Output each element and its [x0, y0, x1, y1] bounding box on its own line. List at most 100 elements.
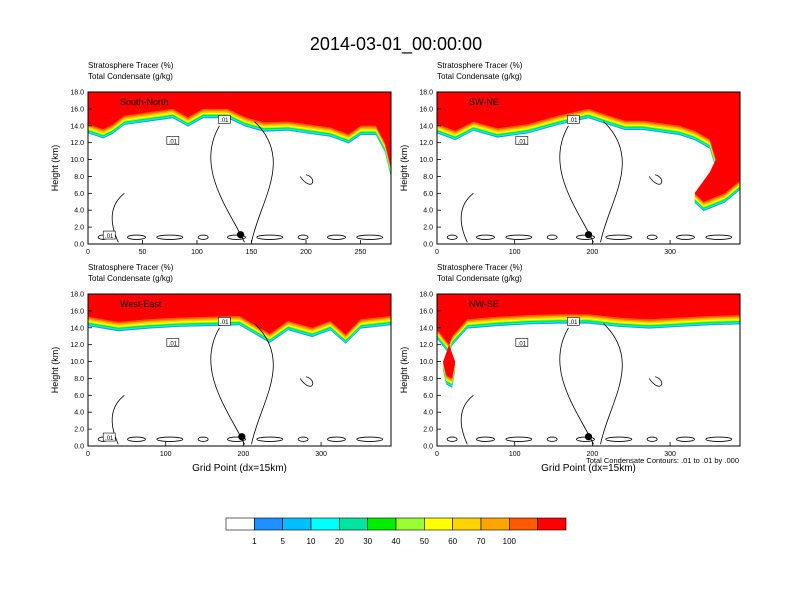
contour-blob — [676, 436, 695, 442]
y-tick-label: 8.0 — [74, 174, 84, 181]
contour-label: .01 — [515, 136, 529, 145]
x-tick-label: 100 — [191, 249, 203, 256]
y-tick-label: 4.0 — [74, 410, 84, 417]
x-tick-label: 200 — [238, 451, 250, 458]
contour-line — [648, 376, 663, 387]
contour-label-text: .01 — [569, 118, 578, 124]
tracer-field — [88, 92, 391, 178]
contour-label: .01 — [218, 115, 231, 124]
contour-label-box — [166, 136, 180, 145]
contour-label-text: .01 — [518, 139, 527, 145]
contour-label-text: .01 — [169, 341, 178, 347]
contour-label-text: .01 — [569, 320, 578, 326]
chart-panel-top-left: .01 .01 .01 0.0 2.0 4.0 6.0 8.0 10.0 12.0 14.0 16.0… — [50, 61, 392, 256]
contour-blob — [546, 234, 558, 240]
contour-label: .01 — [567, 317, 580, 326]
y-tick-label: 10.0 — [419, 157, 433, 164]
contour-label-text: .01 — [220, 118, 229, 124]
colorbar-swatch — [537, 517, 567, 531]
contour-line — [210, 327, 245, 445]
contour-line — [299, 174, 314, 185]
contour-blob — [546, 436, 558, 442]
x-tick-label: 300 — [664, 451, 676, 458]
cross-section-label: NW-SE — [469, 299, 499, 309]
contour-line — [111, 395, 125, 445]
chart-panel-top-right: .01 .01 0.0 2.0 4.0 6.0 8.0 10.0 12.0 14.0 16.0 18.… — [399, 61, 741, 256]
contour-line — [600, 323, 623, 445]
y-tick-label: 2.0 — [74, 427, 84, 434]
contour-blob — [197, 234, 209, 240]
colorbar-label: 70 — [477, 537, 486, 546]
y-tick-label: 14.0 — [419, 325, 433, 332]
condensate-contours — [97, 121, 384, 243]
location-marker — [584, 231, 593, 239]
contour-blob — [676, 234, 695, 240]
tracer-band — [88, 92, 391, 168]
y-tick-label: 12.0 — [70, 342, 84, 349]
y-tick-label: 8.0 — [423, 174, 433, 181]
colorbar-swatch — [395, 517, 425, 531]
y-tick-label: 10.0 — [70, 359, 84, 366]
colorbar-swatch — [254, 517, 283, 531]
contour-blob — [446, 436, 458, 442]
colorbar-label: 100 — [503, 537, 517, 546]
tracer-band — [88, 294, 391, 304]
panel-label-tracer: Stratosphere Tracer (%) — [88, 61, 174, 70]
tracer-field — [437, 294, 740, 388]
panel-label-tracer: Stratosphere Tracer (%) — [437, 61, 523, 70]
y-tick-label: 18.0 — [419, 292, 433, 299]
tracer-field — [88, 294, 391, 344]
x-tick-label: 100 — [509, 249, 521, 256]
y-tick-label: 6.0 — [74, 393, 84, 400]
location-marker — [238, 433, 246, 441]
cross-section-label: West-East — [120, 299, 162, 309]
cross-section-label: SW-NE — [469, 97, 499, 107]
colorbar-swatch — [424, 517, 453, 531]
colorbar: 1 5 10 20 30 40 50 60 70 100 — [225, 517, 567, 546]
x-tick-label: 150 — [246, 249, 258, 256]
contour-label: .01 — [567, 115, 580, 124]
x-tick-label: 50 — [139, 249, 147, 256]
y-axis-label: Height (km) — [399, 347, 409, 394]
plot-frame — [436, 91, 741, 245]
contour-label-text: .01 — [169, 139, 178, 145]
colorbar-label: 20 — [335, 537, 344, 546]
contour-label-text: .01 — [220, 320, 229, 326]
tracer-field — [437, 92, 740, 212]
y-tick-label: 16.0 — [70, 106, 84, 113]
y-tick-label: 10.0 — [419, 359, 433, 366]
contour-label-box — [567, 115, 580, 124]
x-tick-label: 200 — [300, 249, 312, 256]
contour-label-text: .01 — [105, 436, 114, 442]
colorbar-swatch — [339, 517, 368, 531]
contour-blob — [705, 234, 733, 240]
x-tick-label: 250 — [355, 249, 367, 256]
contour-blob — [297, 436, 309, 442]
location-marker — [236, 231, 245, 239]
tracer-band — [437, 92, 740, 102]
y-tick-label: 14.0 — [419, 123, 433, 130]
panel-label-tracer: Stratosphere Tracer (%) — [88, 263, 174, 272]
colorbar-label: 1 — [252, 537, 257, 546]
tracer-band — [437, 294, 740, 304]
x-tick-label: 200 — [587, 249, 599, 256]
contour-line — [111, 193, 125, 243]
colorbar-label: 40 — [392, 537, 401, 546]
contour-line — [299, 376, 314, 387]
contour-label: .01 — [102, 230, 116, 240]
y-tick-label: 0.0 — [74, 444, 84, 451]
x-axis-label: Grid Point (dx=15km) — [192, 463, 287, 474]
contour-blob — [705, 436, 733, 442]
y-tick-label: 18.0 — [70, 90, 84, 97]
x-axis-label: Grid Point (dx=15km) — [541, 463, 636, 474]
x-tick-label: 0 — [86, 249, 90, 256]
x-tick-label: 0 — [435, 249, 439, 256]
x-tick-label: 0 — [86, 451, 90, 458]
contour-line — [251, 121, 274, 243]
contour-line — [600, 121, 623, 243]
contour-label: .01 — [218, 317, 231, 326]
panel-label-condensate: Total Condensate (g/kg) — [88, 72, 173, 81]
colorbar-swatch — [310, 517, 340, 531]
y-tick-label: 8.0 — [423, 376, 433, 383]
y-tick-label: 4.0 — [423, 208, 433, 215]
